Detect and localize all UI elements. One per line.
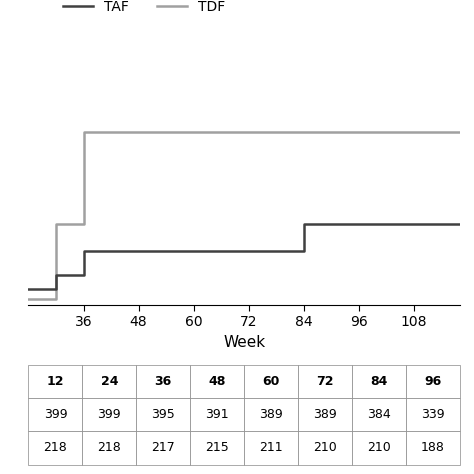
Legend: TAF, TDF: TAF, TDF — [57, 0, 231, 19]
X-axis label: Week: Week — [223, 335, 265, 350]
